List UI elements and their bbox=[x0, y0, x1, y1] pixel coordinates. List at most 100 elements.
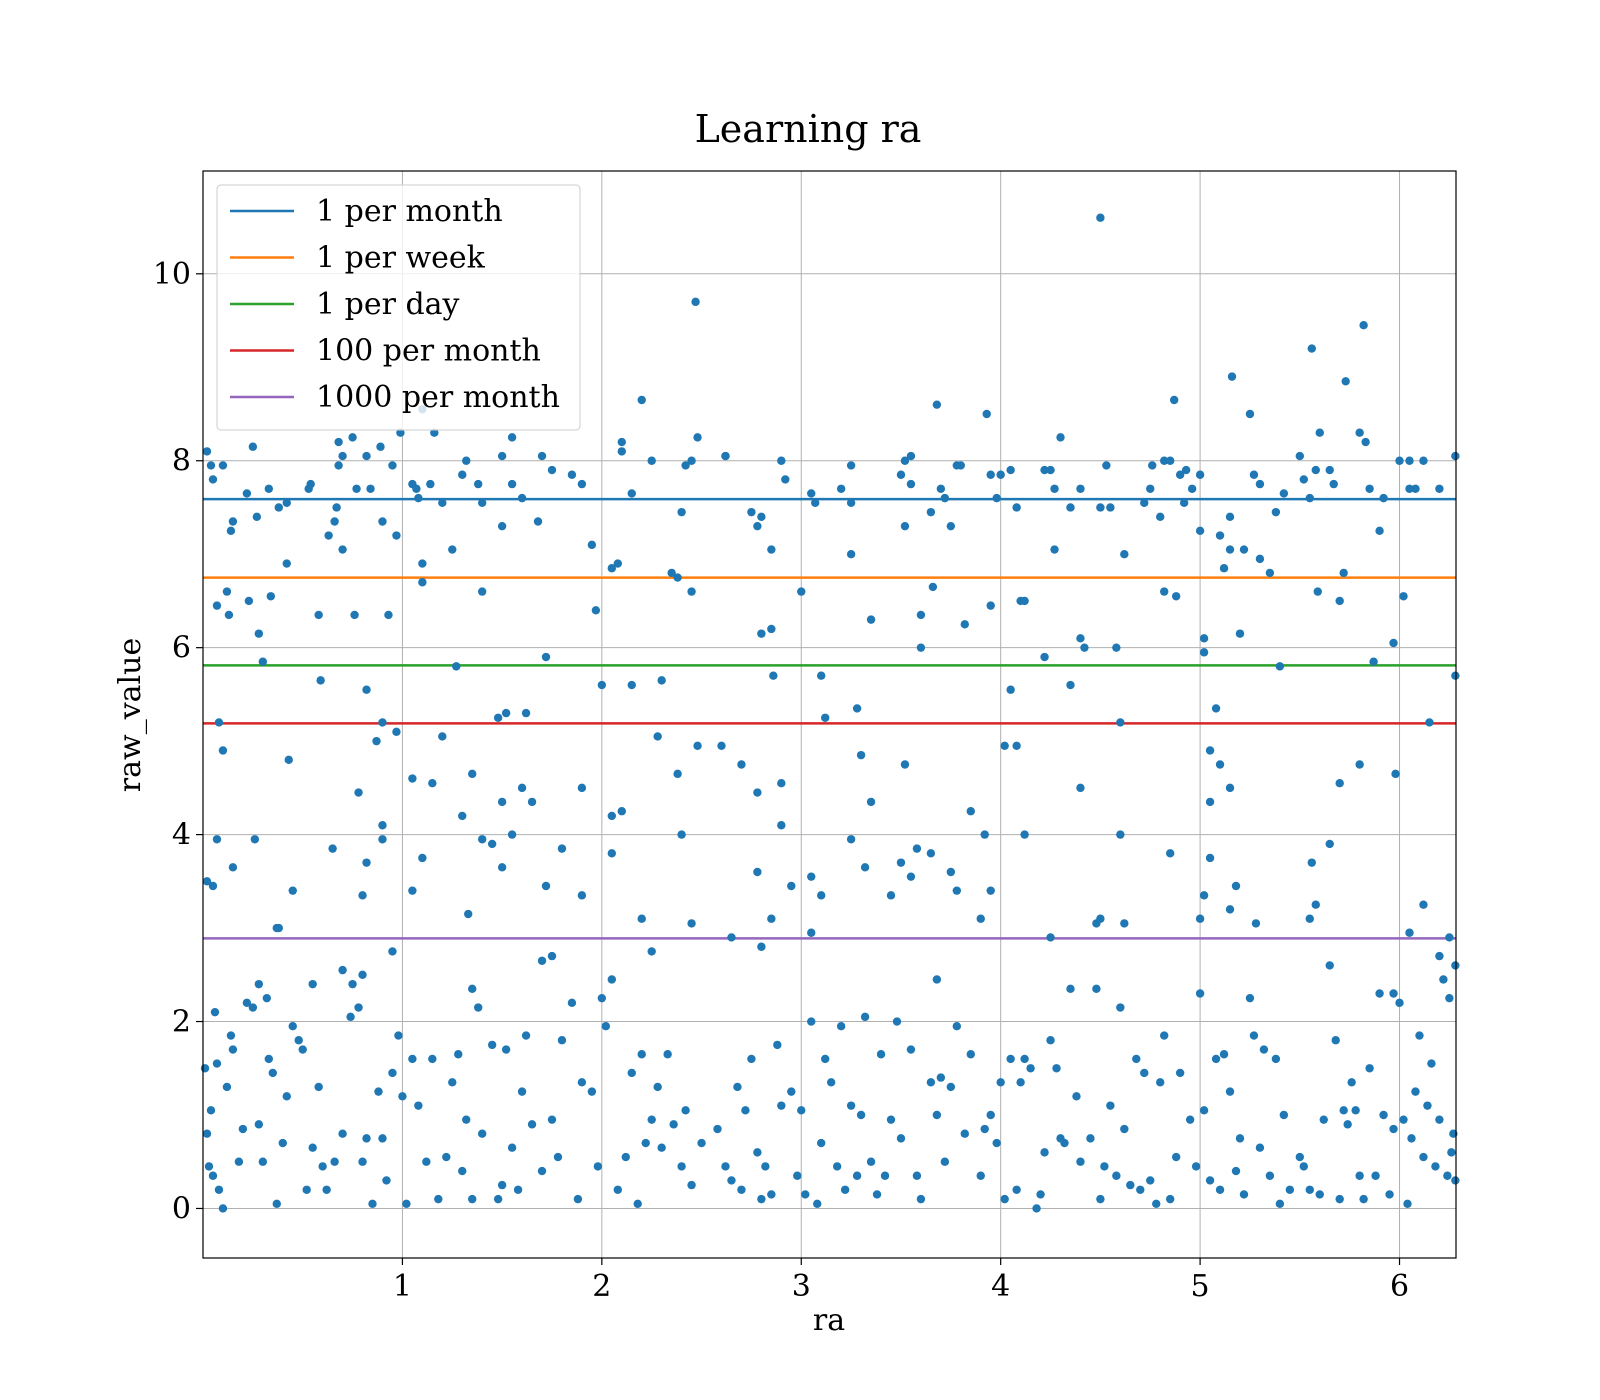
data-point bbox=[537, 956, 547, 965]
data-point bbox=[1399, 592, 1408, 601]
data-point bbox=[1235, 629, 1245, 638]
data-point bbox=[667, 568, 676, 578]
data-point bbox=[1435, 951, 1444, 961]
data-point bbox=[1195, 526, 1205, 536]
x-tick-label: 1 bbox=[393, 1269, 412, 1304]
data-point bbox=[214, 1185, 224, 1194]
data-point bbox=[916, 610, 926, 620]
data-point bbox=[1012, 1185, 1021, 1194]
data-point bbox=[517, 783, 527, 793]
data-point bbox=[408, 886, 417, 895]
data-point bbox=[228, 517, 238, 526]
data-point bbox=[1060, 1138, 1069, 1148]
data-point bbox=[497, 521, 507, 531]
data-point bbox=[1000, 1194, 1009, 1204]
data-point bbox=[244, 596, 254, 606]
data-point bbox=[332, 503, 341, 512]
data-point bbox=[1152, 1199, 1161, 1208]
data-point bbox=[721, 451, 730, 461]
plot-frame bbox=[202, 170, 1457, 1259]
data-point bbox=[497, 1180, 507, 1190]
data-point bbox=[338, 451, 347, 461]
data-point bbox=[557, 844, 567, 853]
data-point bbox=[1140, 1068, 1149, 1078]
data-point bbox=[1405, 484, 1414, 493]
data-point bbox=[1451, 961, 1460, 970]
data-point bbox=[507, 433, 517, 442]
data-point bbox=[214, 718, 224, 727]
data-point bbox=[318, 1162, 327, 1171]
data-point bbox=[1215, 531, 1225, 540]
data-point bbox=[226, 526, 236, 536]
data-point bbox=[757, 942, 766, 951]
data-point bbox=[302, 1185, 311, 1194]
data-point bbox=[218, 461, 228, 470]
data-point bbox=[1169, 395, 1179, 405]
data-point bbox=[753, 788, 762, 797]
data-point bbox=[1307, 344, 1316, 353]
data-point bbox=[1179, 498, 1189, 508]
x-tick-label: 4 bbox=[991, 1269, 1010, 1304]
data-point bbox=[717, 741, 726, 751]
data-point bbox=[1199, 648, 1209, 657]
data-point bbox=[1020, 830, 1029, 839]
data-point bbox=[362, 858, 371, 867]
x-tick-label: 2 bbox=[592, 1269, 611, 1304]
data-point bbox=[366, 484, 375, 493]
data-point bbox=[212, 601, 222, 610]
data-point bbox=[218, 746, 228, 755]
data-point bbox=[354, 788, 363, 797]
data-point bbox=[1020, 596, 1029, 606]
data-point bbox=[474, 1003, 483, 1012]
data-point bbox=[836, 484, 846, 493]
data-point bbox=[422, 1157, 431, 1166]
data-point bbox=[1307, 858, 1316, 867]
data-point bbox=[1425, 718, 1434, 727]
data-point bbox=[577, 479, 587, 489]
data-point bbox=[781, 475, 790, 484]
data-point bbox=[1325, 465, 1334, 475]
data-point bbox=[394, 1031, 403, 1040]
data-point bbox=[1195, 989, 1205, 998]
data-point bbox=[477, 835, 487, 844]
data-point bbox=[262, 993, 272, 1003]
data-point bbox=[836, 1022, 846, 1031]
data-point bbox=[1389, 989, 1398, 998]
data-point bbox=[388, 1068, 397, 1078]
data-point bbox=[801, 1190, 810, 1199]
data-point bbox=[334, 437, 343, 447]
data-point bbox=[1215, 760, 1225, 769]
data-point bbox=[577, 891, 587, 900]
data-point bbox=[567, 470, 577, 479]
data-point bbox=[1106, 1101, 1115, 1110]
data-point bbox=[617, 447, 626, 456]
data-point bbox=[408, 774, 417, 783]
data-point bbox=[753, 867, 762, 877]
data-point bbox=[813, 1199, 822, 1208]
data-point bbox=[348, 979, 357, 989]
data-point bbox=[601, 1022, 611, 1031]
data-point bbox=[533, 517, 543, 526]
data-point bbox=[856, 1110, 866, 1120]
data-point bbox=[1096, 503, 1105, 512]
y-tick-label: 0 bbox=[172, 1191, 191, 1226]
data-point bbox=[1052, 1064, 1061, 1073]
data-point bbox=[392, 531, 401, 540]
data-point bbox=[284, 755, 293, 765]
data-point bbox=[557, 1036, 567, 1045]
data-point bbox=[274, 923, 283, 933]
data-point bbox=[617, 807, 626, 816]
data-point bbox=[1295, 1152, 1305, 1162]
chart-title: Learning ra bbox=[695, 107, 922, 151]
data-point bbox=[727, 933, 736, 942]
data-point bbox=[633, 1199, 642, 1208]
data-point bbox=[673, 573, 682, 582]
data-point bbox=[1311, 900, 1320, 909]
data-point bbox=[1165, 456, 1175, 465]
data-point bbox=[1100, 1162, 1109, 1171]
data-point bbox=[906, 479, 916, 489]
data-point bbox=[1423, 1101, 1432, 1110]
data-point bbox=[866, 615, 876, 624]
data-point bbox=[477, 1129, 487, 1138]
data-point bbox=[677, 507, 686, 517]
